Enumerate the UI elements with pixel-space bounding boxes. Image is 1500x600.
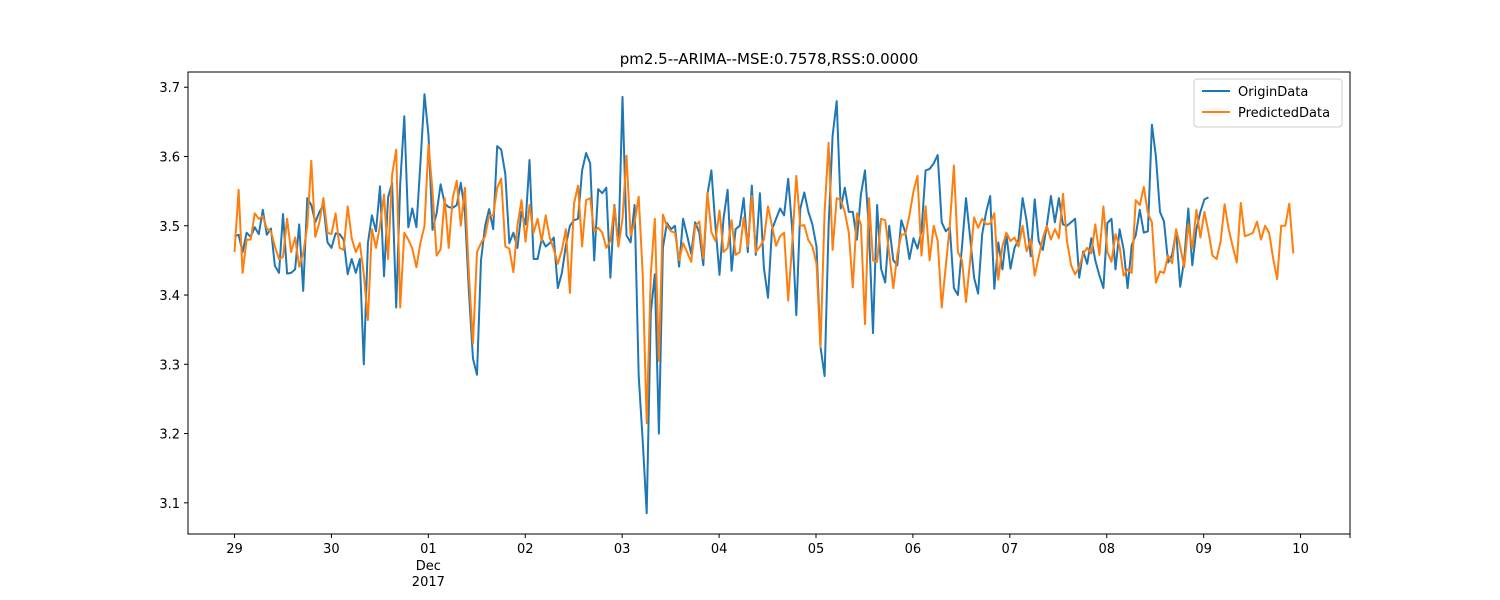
x-tick-label: 29 bbox=[226, 542, 243, 557]
legend-label-predicteddata: PredictedData bbox=[1238, 106, 1330, 121]
chart-title: pm2.5--ARIMA--MSE:0.7578,RSS:0.0000 bbox=[620, 50, 919, 68]
x-tick-label: 10 bbox=[1292, 542, 1309, 557]
y-tick-label: 3.4 bbox=[159, 289, 180, 304]
y-tick-label: 3.3 bbox=[159, 358, 180, 373]
x-tick-label: 02 bbox=[517, 542, 534, 557]
x-tick-label: 01 bbox=[420, 542, 437, 557]
y-tick-label: 3.5 bbox=[159, 220, 180, 235]
x-tick-sublabel: Dec bbox=[416, 559, 441, 574]
x-tick-label: 03 bbox=[614, 542, 631, 557]
axes-frame bbox=[187, 71, 1351, 535]
y-tick-label: 3.2 bbox=[159, 428, 180, 443]
x-tick-label: 04 bbox=[711, 542, 728, 557]
x-tick-label: 07 bbox=[1002, 542, 1019, 557]
legend-box bbox=[1193, 78, 1343, 128]
y-tick-label: 3.7 bbox=[159, 81, 180, 96]
x-tick-sublabel: 2017 bbox=[412, 575, 445, 590]
plot-area bbox=[233, 93, 1295, 515]
y-tick-label: 3.6 bbox=[159, 151, 180, 166]
y-tick-label: 3.1 bbox=[159, 497, 180, 512]
x-tick-label: 09 bbox=[1195, 542, 1212, 557]
x-tick-label: 05 bbox=[808, 542, 825, 557]
x-tick-label: 06 bbox=[905, 542, 922, 557]
x-tick-label: 08 bbox=[1098, 542, 1115, 557]
x-tick-label: 30 bbox=[323, 542, 340, 557]
y-axis: 3.1 3.2 3.3 3.4 3.5 3.6 3.7 bbox=[159, 81, 188, 512]
legend-label-origindata: OriginData bbox=[1238, 85, 1308, 100]
legend: OriginData PredictedData bbox=[1193, 78, 1343, 128]
series-line-predicteddata bbox=[233, 141, 1295, 425]
